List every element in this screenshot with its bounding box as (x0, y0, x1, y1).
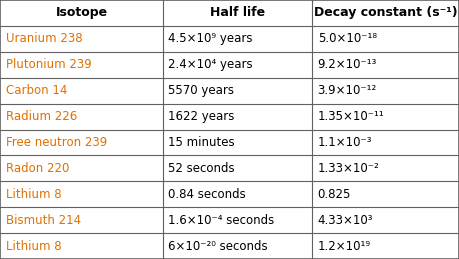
Text: Free neutron 239: Free neutron 239 (6, 136, 107, 149)
Text: Lithium 8: Lithium 8 (6, 188, 61, 201)
Text: 4.33×10³: 4.33×10³ (318, 214, 373, 227)
Text: 0.84 seconds: 0.84 seconds (168, 188, 246, 201)
Text: Radon 220: Radon 220 (6, 162, 69, 175)
Text: Half life: Half life (210, 6, 265, 19)
Text: Uranium 238: Uranium 238 (6, 32, 82, 45)
Text: 5570 years: 5570 years (168, 84, 235, 97)
Text: 2.4×10⁴ years: 2.4×10⁴ years (168, 58, 253, 71)
Text: 1622 years: 1622 years (168, 110, 235, 123)
Text: 9.2×10⁻¹³: 9.2×10⁻¹³ (318, 58, 377, 71)
Text: 4.5×10⁹ years: 4.5×10⁹ years (168, 32, 253, 45)
Text: 5.0×10⁻¹⁸: 5.0×10⁻¹⁸ (318, 32, 377, 45)
Text: Carbon 14: Carbon 14 (6, 84, 67, 97)
Text: 1.1×10⁻³: 1.1×10⁻³ (318, 136, 372, 149)
Text: 1.35×10⁻¹¹: 1.35×10⁻¹¹ (318, 110, 384, 123)
Text: Lithium 8: Lithium 8 (6, 240, 61, 253)
Text: Plutonium 239: Plutonium 239 (6, 58, 91, 71)
Text: 1.33×10⁻²: 1.33×10⁻² (318, 162, 380, 175)
Text: 6×10⁻²⁰ seconds: 6×10⁻²⁰ seconds (168, 240, 268, 253)
Text: Bismuth 214: Bismuth 214 (6, 214, 81, 227)
Text: Decay constant (s⁻¹): Decay constant (s⁻¹) (314, 6, 457, 19)
Text: 1.6×10⁻⁴ seconds: 1.6×10⁻⁴ seconds (168, 214, 274, 227)
Text: 0.825: 0.825 (318, 188, 351, 201)
Text: Isotope: Isotope (56, 6, 107, 19)
Text: Radium 226: Radium 226 (6, 110, 77, 123)
Text: 15 minutes: 15 minutes (168, 136, 235, 149)
Text: 3.9×10⁻¹²: 3.9×10⁻¹² (318, 84, 377, 97)
Text: 1.2×10¹⁹: 1.2×10¹⁹ (318, 240, 371, 253)
Text: 52 seconds: 52 seconds (168, 162, 235, 175)
